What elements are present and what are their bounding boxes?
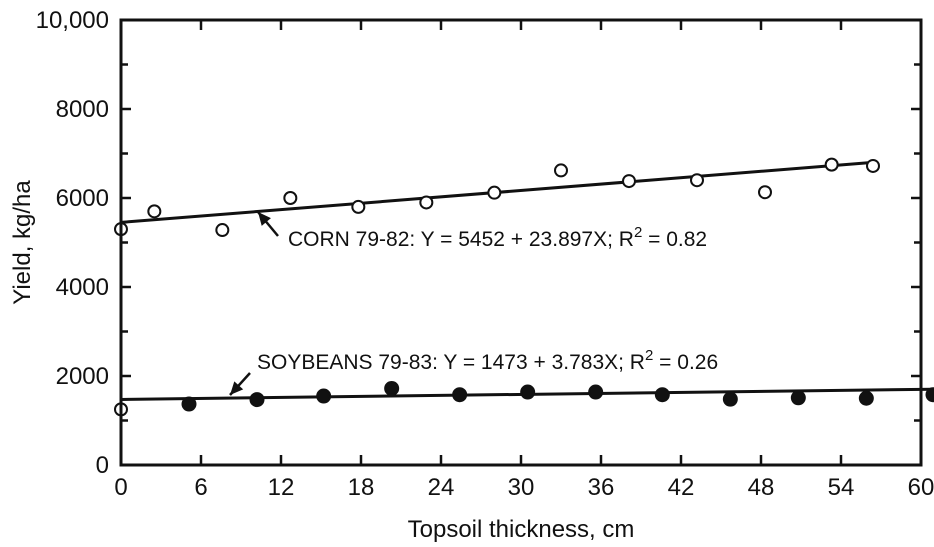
x-axis-title: Topsoil thickness, cm: [408, 516, 635, 543]
soybean-data-point: [588, 384, 604, 400]
corn-data-point: [758, 185, 772, 200]
x-tick-label: 48: [748, 474, 775, 501]
x-tick-label: 42: [668, 474, 695, 501]
corn-data-point: [824, 157, 839, 172]
y-tick-label: 0: [96, 452, 109, 479]
x-tick-label: 60: [908, 474, 934, 501]
soybean-arrow-head-icon: [230, 381, 244, 395]
corn-arrow-head-icon: [258, 212, 271, 226]
y-tick-label: 2000: [56, 363, 109, 390]
soybean-data-point: [790, 390, 806, 406]
x-tick-label: 12: [268, 474, 295, 501]
corn-data-point: [351, 199, 366, 214]
corn-data-point: [283, 191, 298, 205]
y-tick-label: 4000: [56, 274, 109, 301]
y-tick-label: 8000: [56, 96, 109, 123]
x-tick-label: 54: [828, 474, 855, 501]
x-tick-label: 30: [508, 474, 535, 501]
soybean-equation-text: SOYBEANS 79-83: Y = 1473 + 3.783X; R: [257, 351, 645, 374]
y-axis-title: Yield, kg/ha: [9, 180, 36, 305]
corn-data-point: [419, 195, 434, 210]
y-tick-labels: 0 2000 4000 6000 8000 10,000: [36, 7, 109, 479]
soybean-data-point: [316, 388, 332, 404]
soybean-data-point: [384, 380, 400, 396]
corn-equation-label: CORN 79-82: Y = 5452 + 23.897X; R2 = 0.8…: [288, 224, 707, 251]
corn-data-point: [147, 204, 162, 219]
corn-regression-annotation: CORN 79-82: Y = 5452 + 23.897X; R2 = 0.8…: [257, 211, 707, 251]
corn-data-point: [866, 158, 880, 173]
corn-equation-value: = 0.82: [642, 228, 707, 251]
soybean-equation-superscript: 2: [645, 347, 653, 364]
x-tick-label: 18: [348, 474, 375, 501]
soybean-regression-annotation: SOYBEANS 79-83: Y = 1473 + 3.783X; R2 = …: [229, 347, 718, 396]
soybean-equation-label: SOYBEANS 79-83: Y = 1473 + 3.783X; R2 = …: [257, 347, 718, 374]
corn-data-point: [622, 174, 636, 189]
soybean-data-point: [654, 387, 670, 403]
soybean-data-point: [925, 387, 934, 403]
x-tick-labels: 0 6 12 18 24 30 36 42 48 54 60: [114, 474, 934, 501]
x-tick-label: 0: [114, 474, 127, 501]
soybean-equation-value: = 0.26: [653, 351, 718, 374]
y-tick-label: 10,000: [36, 7, 109, 34]
corn-equation-superscript: 2: [634, 224, 642, 241]
soybean-data-point: [858, 390, 874, 406]
soybean-data-point: [249, 392, 265, 408]
corn-equation-text: CORN 79-82: Y = 5452 + 23.897X; R: [288, 228, 634, 251]
plot-frame: [119, 18, 923, 467]
soybean-data-point: [722, 391, 738, 407]
corn-data-point: [215, 223, 230, 238]
corn-data-point: [554, 163, 568, 178]
corn-data-point: [487, 185, 502, 200]
soybean-data-point: [452, 387, 468, 403]
x-tick-label: 24: [428, 474, 455, 501]
x-tick-label: 6: [194, 474, 207, 501]
soybean-data-point: [520, 384, 536, 400]
data-points: [114, 157, 934, 417]
corn-data-point: [690, 173, 704, 188]
y-tick-label: 6000: [56, 185, 109, 212]
x-tick-label: 36: [588, 474, 615, 501]
soybean-data-point: [181, 396, 197, 412]
